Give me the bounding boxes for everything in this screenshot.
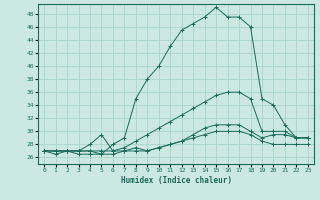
X-axis label: Humidex (Indice chaleur): Humidex (Indice chaleur): [121, 176, 231, 185]
